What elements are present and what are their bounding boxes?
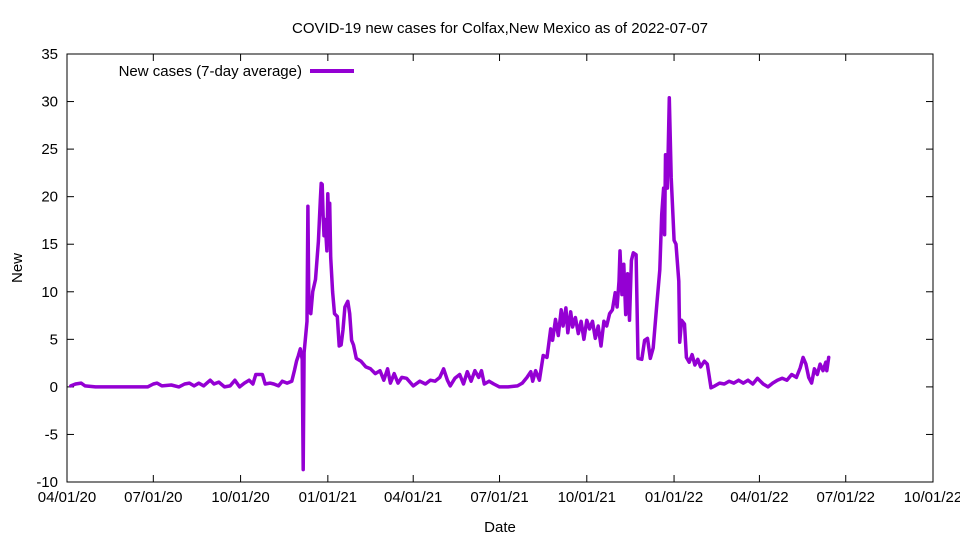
x-tick-label: 07/01/20 <box>124 489 182 506</box>
x-tick-label: 10/01/22 <box>904 489 960 506</box>
y-tick-label: 30 <box>41 94 58 111</box>
data-series-layer <box>69 96 831 472</box>
y-tick-label: 35 <box>41 46 58 63</box>
y-tick-label: -5 <box>45 426 58 443</box>
y-tick-label: 0 <box>50 379 58 396</box>
y-tick-label: 5 <box>50 331 58 348</box>
series-line-new-cases <box>69 96 831 472</box>
y-tick-label: 25 <box>41 141 58 158</box>
x-tick-label: 10/01/20 <box>211 489 269 506</box>
y-tick-label: 20 <box>41 189 58 206</box>
x-tick-label: 10/01/21 <box>558 489 616 506</box>
x-tick-label: 07/01/22 <box>817 489 875 506</box>
x-tick-label: 01/01/22 <box>645 489 703 506</box>
x-tick-label: 04/01/21 <box>384 489 442 506</box>
legend: New cases (7-day average) <box>119 63 354 80</box>
x-axis-label: Date <box>484 519 516 536</box>
x-tick-label: 07/01/21 <box>470 489 528 506</box>
legend-label-new-cases: New cases (7-day average) <box>119 63 302 80</box>
x-tick-label: 04/01/22 <box>730 489 788 506</box>
chart-title: COVID-19 new cases for Colfax,New Mexico… <box>292 20 708 37</box>
x-tick-label: 01/01/21 <box>299 489 357 506</box>
x-tick-label: 04/01/20 <box>38 489 96 506</box>
plot-area-frame <box>66 53 934 483</box>
y-tick-label: 10 <box>41 284 58 301</box>
axis-ticks: -10 -5 0 5 10 15 20 25 30 35 04/01/20 07/01/20 10/01… <box>36 46 960 506</box>
y-tick-label: 15 <box>41 236 58 253</box>
y-axis-label: New <box>9 253 26 283</box>
y-tick-label: -10 <box>36 474 58 491</box>
